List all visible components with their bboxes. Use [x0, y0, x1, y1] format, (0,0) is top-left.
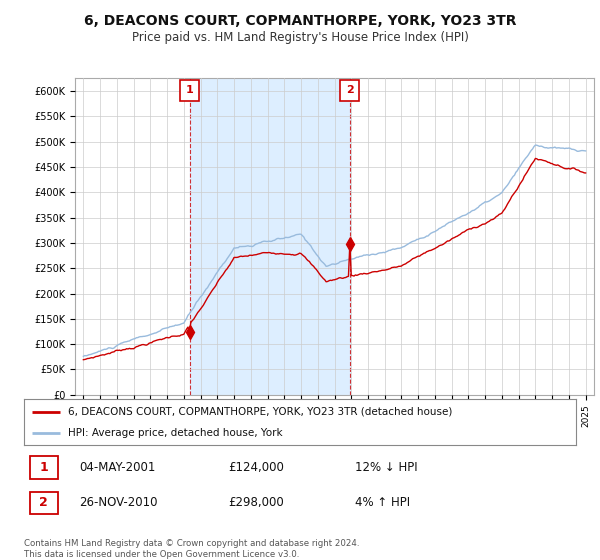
FancyBboxPatch shape — [29, 492, 58, 514]
Text: 6, DEACONS COURT, COPMANTHORPE, YORK, YO23 3TR (detached house): 6, DEACONS COURT, COPMANTHORPE, YORK, YO… — [68, 407, 452, 417]
FancyBboxPatch shape — [340, 80, 359, 101]
Text: 1: 1 — [40, 461, 48, 474]
FancyBboxPatch shape — [29, 456, 58, 479]
Bar — [190, 78, 350, 395]
Text: 6, DEACONS COURT, COPMANTHORPE, YORK, YO23 3TR: 6, DEACONS COURT, COPMANTHORPE, YORK, YO… — [84, 14, 516, 28]
Text: HPI: Average price, detached house, York: HPI: Average price, detached house, York — [68, 428, 283, 438]
Text: Contains HM Land Registry data © Crown copyright and database right 2024.
This d: Contains HM Land Registry data © Crown c… — [24, 539, 359, 559]
Text: 12% ↓ HPI: 12% ↓ HPI — [355, 461, 418, 474]
Text: 4% ↑ HPI: 4% ↑ HPI — [355, 496, 410, 509]
FancyBboxPatch shape — [181, 80, 199, 101]
Text: 26-NOV-2010: 26-NOV-2010 — [79, 496, 158, 509]
Text: £298,000: £298,000 — [228, 496, 284, 509]
Text: 04-MAY-2001: 04-MAY-2001 — [79, 461, 155, 474]
Text: Price paid vs. HM Land Registry's House Price Index (HPI): Price paid vs. HM Land Registry's House … — [131, 31, 469, 44]
Text: 2: 2 — [40, 496, 48, 509]
Text: £124,000: £124,000 — [228, 461, 284, 474]
Text: 2: 2 — [346, 85, 353, 95]
Text: 1: 1 — [186, 85, 194, 95]
